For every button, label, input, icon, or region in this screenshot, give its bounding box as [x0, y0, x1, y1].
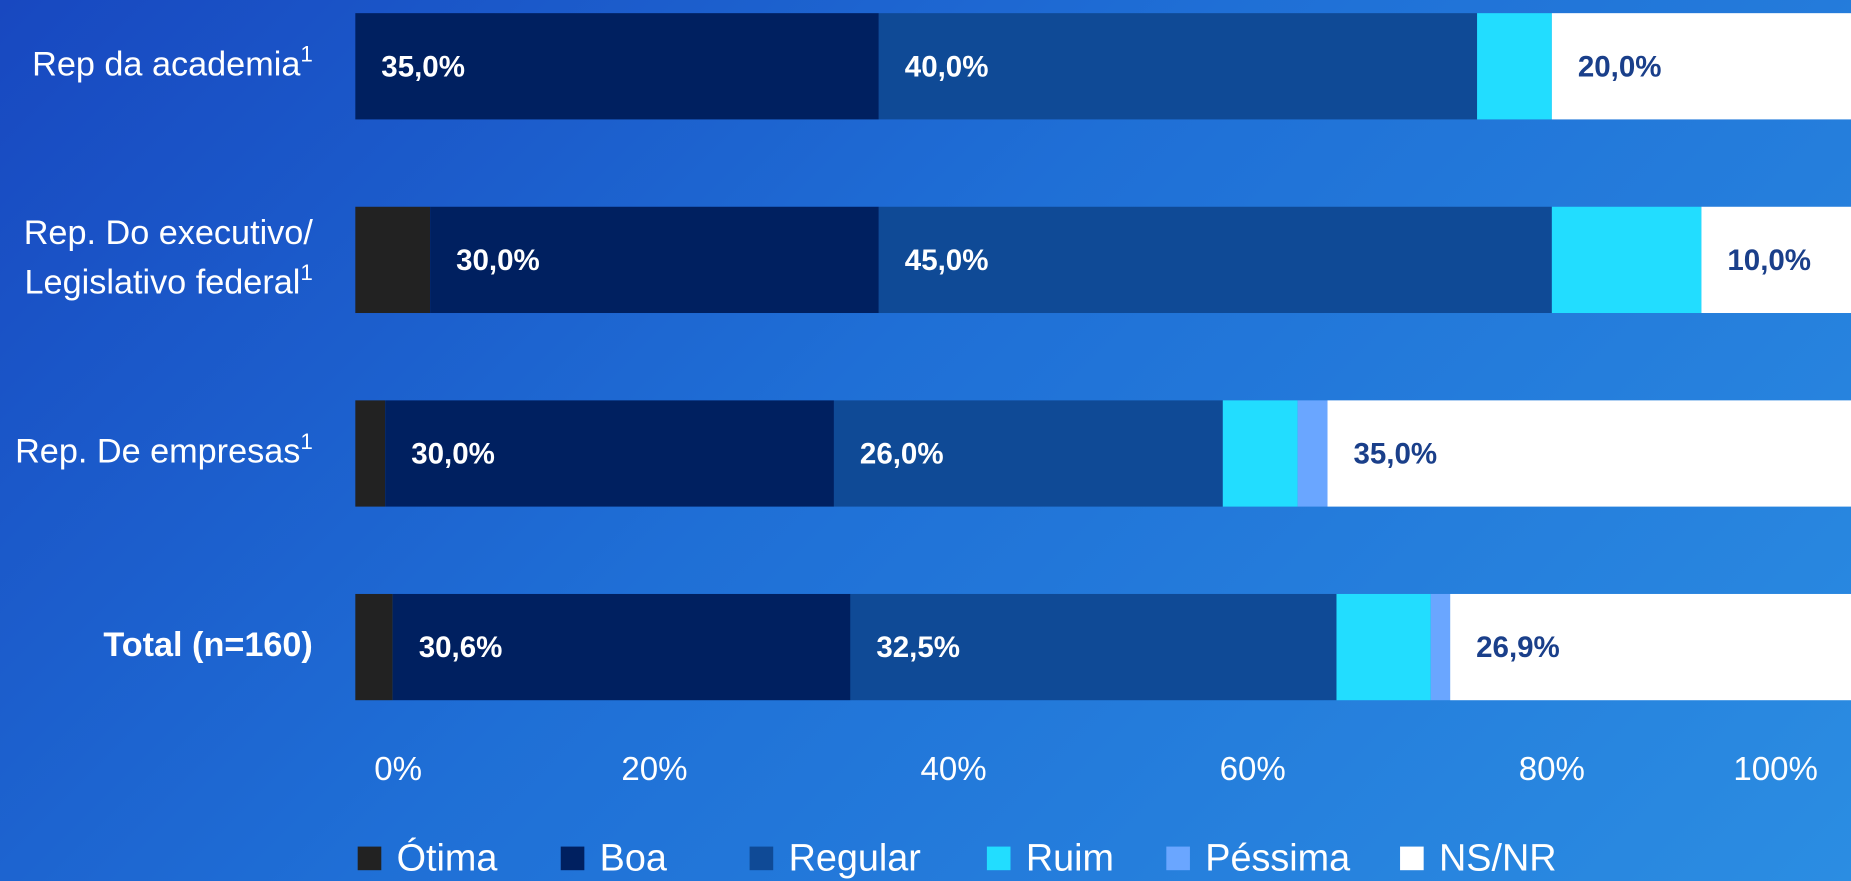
bar-segment: [1297, 400, 1328, 507]
bar-segment: [430, 206, 879, 314]
category-note: 1: [300, 260, 312, 285]
bar-segment: [1327, 400, 1851, 507]
x-tick-label: 100%: [1733, 751, 1818, 788]
value-label: 32,5%: [876, 631, 960, 664]
bar-segment: [385, 400, 834, 507]
bar-segment: [1701, 206, 1851, 314]
bar-segment: [1450, 593, 1851, 701]
bar-segment: [1222, 400, 1298, 507]
value-label: 45,0%: [905, 244, 989, 277]
value-label: 40,0%: [905, 50, 989, 83]
category-text: Total (n=160): [103, 626, 312, 664]
bar-segment: [1477, 13, 1552, 120]
bar-segment: [355, 400, 386, 507]
x-tick-label: 20%: [621, 751, 687, 788]
bar-segment: [355, 206, 431, 314]
value-label: 30,0%: [456, 244, 540, 277]
category-label: Rep da academia1: [32, 42, 313, 84]
category-text: Rep. De empresas: [15, 433, 300, 471]
category-note: 1: [300, 429, 312, 454]
category-label: Rep. Do executivo/: [24, 214, 314, 252]
value-label: 30,0%: [411, 438, 495, 471]
bar-segment: [1551, 206, 1702, 314]
legend-swatch: [560, 846, 585, 871]
category-label: Rep. De empresas1: [15, 429, 313, 471]
category-text: Legislativo federal: [25, 264, 301, 302]
legend-swatch: [749, 846, 774, 871]
legend-label: NS/NR: [1439, 838, 1557, 880]
value-label: 20,0%: [1578, 50, 1662, 83]
value-label: 35,0%: [381, 50, 465, 83]
legend-label: Regular: [789, 838, 921, 880]
category-text: Rep. Do executivo/: [24, 214, 314, 252]
bar-segment: [878, 206, 1552, 314]
value-label: 26,9%: [1476, 631, 1560, 664]
legend-label: Péssima: [1205, 838, 1350, 880]
bar-segment: [355, 593, 393, 701]
x-tick-label: 40%: [921, 751, 987, 788]
legend-swatch: [1400, 846, 1424, 871]
value-label: 26,0%: [860, 438, 944, 471]
legend-label: Ruim: [1026, 838, 1114, 880]
bar-segment: [850, 593, 1337, 701]
legend-label: Boa: [600, 838, 667, 880]
value-label: 10,0%: [1727, 244, 1811, 277]
bar-segment: [878, 13, 1478, 120]
category-note: 1: [300, 42, 312, 67]
value-label: 35,0%: [1353, 438, 1437, 471]
bar-segment: [392, 593, 851, 701]
category-label: Legislativo federal1: [25, 260, 313, 302]
x-tick-label: 60%: [1220, 751, 1286, 788]
x-tick-label: 80%: [1519, 751, 1585, 788]
legend-swatch: [986, 846, 1011, 871]
bar-segment: [1430, 593, 1451, 701]
category-label: Total (n=160): [103, 626, 312, 664]
value-label: 30,6%: [419, 631, 503, 664]
bar-segment: [355, 13, 879, 120]
bar-segment: [1336, 593, 1431, 701]
category-text: Rep da academia: [32, 45, 301, 83]
x-tick-label: 0%: [374, 751, 422, 788]
bar-segment: [1551, 13, 1851, 120]
legend-label: Ótima: [397, 838, 498, 880]
legend-swatch: [1166, 846, 1190, 871]
bar-segment: [833, 400, 1223, 507]
legend-swatch: [357, 846, 382, 871]
